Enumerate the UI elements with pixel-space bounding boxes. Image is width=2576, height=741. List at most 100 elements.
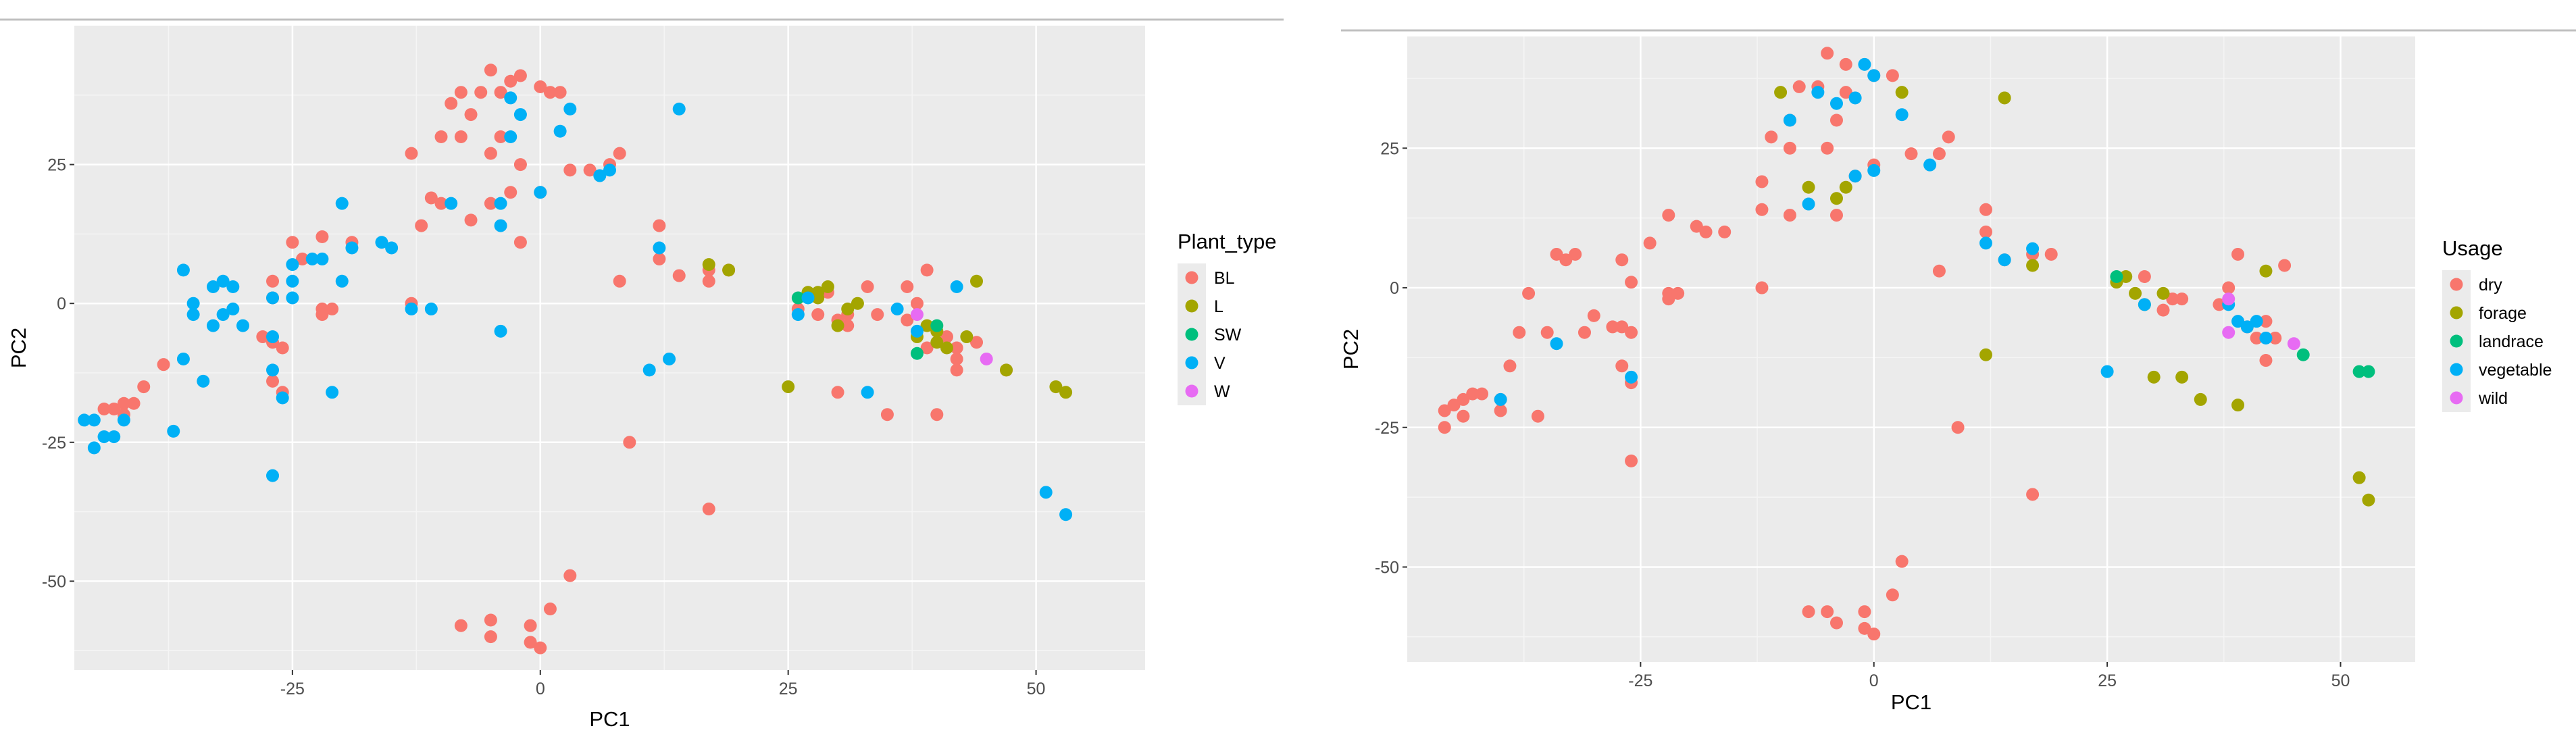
data-point [276,391,289,405]
data-point [950,341,963,355]
data-point [1587,309,1600,322]
data-point [494,86,507,99]
data-point [534,641,547,655]
data-point [2100,365,2114,378]
data-point [1755,281,1769,295]
x-tick-label: 50 [2331,671,2350,690]
data-point [534,186,547,199]
data-point [940,330,953,344]
plot-panel-background [1407,36,2415,662]
data-point [653,219,666,232]
data-point [1979,236,1993,250]
data-point [78,413,91,427]
data-point [216,274,230,288]
x-tick-label: -25 [280,680,305,698]
data-point [434,197,448,210]
data-point [2166,292,2179,306]
data-point [920,319,934,332]
data-point [513,108,527,122]
data-point [960,330,974,344]
data-point [276,341,289,355]
data-point [186,308,200,322]
data-point [1998,91,2011,105]
legend-label-wild: wild [2478,389,2508,408]
data-point [1049,380,1063,394]
data-point [2138,270,2151,284]
data-point [1942,130,1955,144]
data-point [1829,113,1843,127]
data-point [1858,621,1871,635]
data-point [613,274,626,288]
y-tick-label: 25 [47,156,66,175]
data-point [543,86,557,99]
data-point [226,302,240,315]
data-point [613,147,626,160]
data-point [603,163,616,177]
data-point [1559,253,1573,267]
data-point [1783,209,1796,222]
data-point [1438,421,1451,434]
legend-key-forage [2450,306,2463,320]
data-point [117,397,130,410]
data-point [335,197,349,210]
data-point [1643,236,1657,250]
data-point [702,258,715,272]
y-tick-label: -50 [42,572,66,591]
data-point [811,286,825,299]
series-W [910,308,993,365]
data-point [950,363,963,377]
x-tick-label: 25 [779,680,798,698]
data-point [2222,281,2236,295]
data-point [841,302,855,315]
data-point [970,274,984,288]
data-point [524,636,537,649]
data-point [920,341,934,355]
data-point [464,213,478,227]
data-point [2026,259,2040,272]
data-point [871,308,884,322]
legend-title: Plant_type [1178,230,1277,253]
data-point [563,569,577,582]
data-point [910,308,924,322]
chart-panel-2: -25 0 25 50 -50 -25 0 25 PC1 PC2 Usage dry forage lan… [1339,36,2552,714]
data-point [326,302,339,315]
data-point [543,603,557,616]
data-point [375,236,388,249]
data-point [1059,386,1073,399]
y-tick-label: 0 [57,295,66,313]
data-point [1577,326,1591,339]
data-point [1932,147,1946,161]
data-point [1000,363,1013,377]
data-point [2026,488,2040,501]
data-point [930,408,944,421]
data-point [1895,86,1909,99]
data-point [1867,628,1881,641]
data-point [702,274,715,288]
data-point [405,147,418,160]
data-point [326,386,339,399]
data-point [702,503,715,515]
data-point [494,324,507,338]
data-point [1457,409,1470,423]
data-point [1904,147,1918,161]
data-point [484,63,497,77]
data-point [901,313,914,327]
data-point [1829,616,1843,630]
data-point [2259,331,2273,344]
data-point [2110,270,2123,284]
data-point [831,319,844,332]
data-point [2259,354,2273,367]
data-point [1503,359,1517,373]
data-point [2138,298,2151,311]
data-point [653,252,666,265]
data-point [1671,286,1685,300]
data-point [534,80,547,93]
y-tick-label: -50 [1375,558,1399,577]
data-point [1466,387,1480,401]
data-point [127,397,141,410]
data-point [861,280,874,294]
data-point [1494,404,1507,417]
data-point [2175,370,2189,384]
data-point [504,74,517,88]
